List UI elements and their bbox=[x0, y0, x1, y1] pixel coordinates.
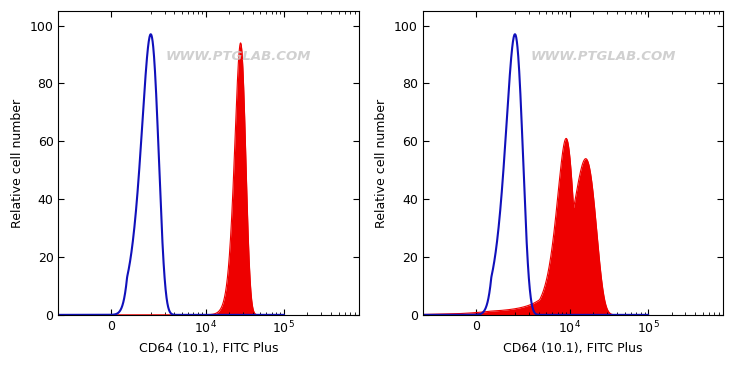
Y-axis label: Relative cell number: Relative cell number bbox=[375, 98, 388, 228]
Y-axis label: Relative cell number: Relative cell number bbox=[11, 98, 24, 228]
Text: WWW.PTGLAB.COM: WWW.PTGLAB.COM bbox=[166, 50, 311, 63]
Text: WWW.PTGLAB.COM: WWW.PTGLAB.COM bbox=[530, 50, 675, 63]
X-axis label: CD64 (10.1), FITC Plus: CD64 (10.1), FITC Plus bbox=[139, 342, 278, 355]
X-axis label: CD64 (10.1), FITC Plus: CD64 (10.1), FITC Plus bbox=[503, 342, 642, 355]
